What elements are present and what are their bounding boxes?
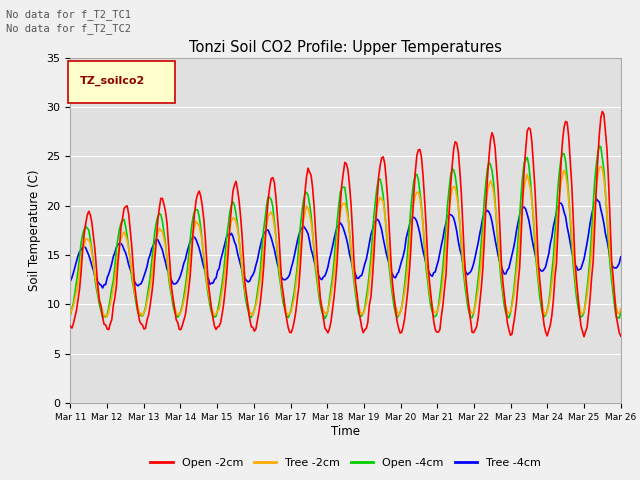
Legend: Open -2cm, Tree -2cm, Open -4cm, Tree -4cm: Open -2cm, Tree -2cm, Open -4cm, Tree -4… [146, 453, 545, 472]
FancyBboxPatch shape [68, 61, 175, 103]
Text: No data for f_T2_TC2: No data for f_T2_TC2 [6, 23, 131, 34]
Text: No data for f_T2_TC1: No data for f_T2_TC1 [6, 9, 131, 20]
Title: Tonzi Soil CO2 Profile: Upper Temperatures: Tonzi Soil CO2 Profile: Upper Temperatur… [189, 40, 502, 55]
X-axis label: Time: Time [331, 425, 360, 438]
Text: TZ_soilco2: TZ_soilco2 [80, 76, 145, 86]
Y-axis label: Soil Temperature (C): Soil Temperature (C) [28, 169, 41, 291]
